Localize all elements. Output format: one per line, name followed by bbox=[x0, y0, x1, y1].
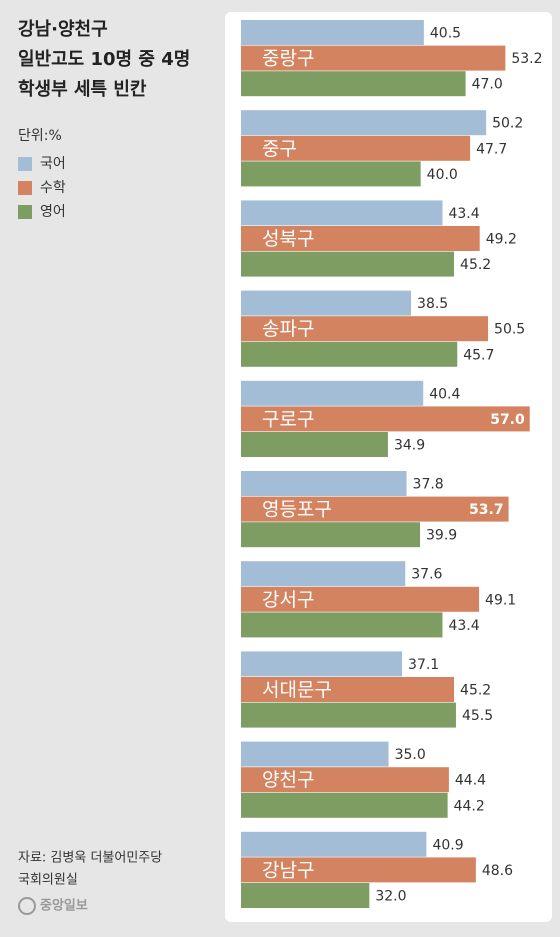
value-label: 43.4 bbox=[448, 618, 479, 634]
value-label: 40.9 bbox=[432, 837, 463, 853]
bar bbox=[241, 831, 427, 857]
value-label: 40.0 bbox=[427, 167, 458, 183]
value-label: 45.5 bbox=[462, 708, 493, 724]
chart-title: 강남·양천구 bbox=[18, 19, 108, 40]
value-label: 37.6 bbox=[411, 567, 442, 583]
bar bbox=[241, 226, 480, 251]
category-label: 서대문구 bbox=[262, 679, 332, 701]
bar bbox=[241, 471, 407, 496]
value-label: 48.6 bbox=[482, 863, 513, 879]
bar bbox=[241, 522, 421, 548]
value-label: 47.0 bbox=[472, 77, 503, 93]
source: 자료: 김병욱 더불어민주당 bbox=[18, 851, 162, 866]
value-label: 50.5 bbox=[494, 322, 525, 338]
value-label: 43.4 bbox=[448, 206, 479, 222]
bar bbox=[241, 432, 388, 457]
category-label: 강남구 bbox=[262, 859, 314, 881]
bar bbox=[241, 110, 487, 136]
category-label: 영등포구 bbox=[262, 499, 332, 521]
value-label: 44.4 bbox=[455, 773, 486, 789]
value-label: 34.9 bbox=[394, 438, 425, 454]
value-label: 49.1 bbox=[485, 592, 516, 608]
bar bbox=[241, 702, 456, 728]
value-label: 50.2 bbox=[492, 116, 523, 132]
bar bbox=[241, 71, 466, 97]
value-label: 38.5 bbox=[417, 296, 448, 312]
bar bbox=[241, 380, 424, 406]
value-label: 40.4 bbox=[429, 386, 460, 402]
bar bbox=[241, 612, 443, 638]
value-label: 39.9 bbox=[426, 528, 457, 544]
source: 국회의원실 bbox=[18, 873, 78, 888]
bar bbox=[241, 883, 370, 908]
legend-label: 영어 bbox=[40, 204, 66, 220]
bar bbox=[241, 651, 403, 677]
bar bbox=[241, 406, 530, 432]
value-label: 53.7 bbox=[469, 502, 504, 518]
value-label: 45.2 bbox=[460, 683, 491, 699]
bar bbox=[241, 561, 406, 587]
value-label: 37.8 bbox=[413, 477, 444, 493]
category-label: 성북구 bbox=[262, 228, 314, 250]
value-label: 37.1 bbox=[408, 657, 439, 673]
category-label: 구로구 bbox=[262, 408, 314, 430]
bar bbox=[241, 586, 480, 612]
bar bbox=[241, 857, 476, 883]
bar bbox=[241, 341, 458, 367]
unit-label: 단위:% bbox=[18, 128, 62, 144]
legend-label: 국어 bbox=[40, 156, 66, 172]
category-label: 송파구 bbox=[262, 318, 314, 340]
logo: 중앙일보 bbox=[40, 898, 88, 914]
value-label: 32.0 bbox=[375, 889, 406, 905]
legend-swatch bbox=[18, 181, 32, 195]
bar bbox=[241, 161, 421, 187]
bar bbox=[241, 677, 455, 702]
bar bbox=[241, 792, 448, 818]
value-label: 35.0 bbox=[395, 747, 426, 763]
chart-title: 일반고도 10명 중 4명 bbox=[18, 49, 190, 70]
bar bbox=[241, 496, 509, 522]
bar bbox=[241, 741, 389, 767]
bar bbox=[241, 251, 455, 277]
category-label: 중구 bbox=[262, 138, 297, 160]
category-label: 강서구 bbox=[262, 589, 314, 611]
value-label: 47.7 bbox=[476, 141, 507, 157]
legend-label: 수학 bbox=[40, 180, 66, 196]
chart-title: 학생부 세특 빈칸 bbox=[18, 78, 147, 100]
value-label: 49.2 bbox=[486, 232, 517, 248]
value-label: 44.2 bbox=[454, 798, 485, 814]
value-label: 57.0 bbox=[490, 412, 525, 428]
bar bbox=[241, 45, 506, 71]
legend-swatch bbox=[18, 157, 32, 171]
bar bbox=[241, 200, 443, 226]
legend-swatch bbox=[18, 205, 32, 219]
value-label: 40.5 bbox=[430, 26, 461, 42]
bar bbox=[241, 316, 489, 342]
bar bbox=[241, 290, 412, 316]
value-label: 53.2 bbox=[511, 51, 542, 67]
category-label: 양천구 bbox=[262, 769, 314, 791]
bar bbox=[241, 767, 449, 793]
logo-mark bbox=[18, 897, 36, 915]
value-label: 45.2 bbox=[460, 257, 491, 273]
value-label: 45.7 bbox=[463, 347, 494, 363]
bar bbox=[241, 135, 471, 161]
bar bbox=[241, 20, 424, 45]
category-label: 중랑구 bbox=[262, 48, 314, 70]
